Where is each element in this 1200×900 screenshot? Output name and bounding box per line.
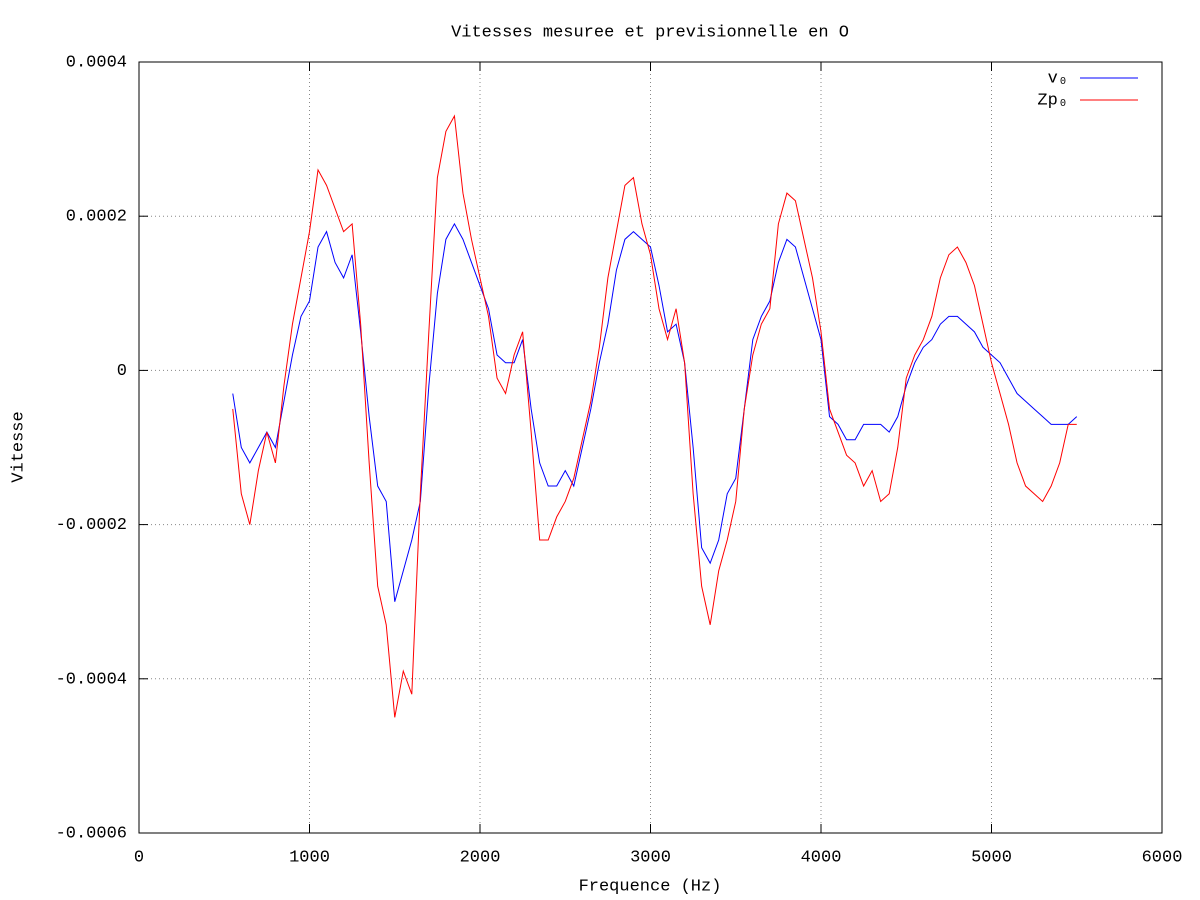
y-tick-label: 0	[117, 362, 127, 381]
x-tick-label: 4000	[801, 848, 842, 867]
y-tick-label: -0.0006	[56, 824, 127, 843]
x-tick-label: 0	[134, 848, 144, 867]
data-line	[232, 222, 1078, 602]
y-tick-label: 0.0004	[66, 53, 127, 72]
y-tick-label: 0.0002	[66, 208, 127, 227]
x-tick-label: 2000	[460, 848, 501, 867]
y-axis-label: Vitesse	[9, 411, 28, 482]
x-tick-label: 6000	[1142, 848, 1183, 867]
plot-frame	[138, 61, 1163, 834]
x-tick-label: 3000	[630, 848, 671, 867]
chart-title: Vitesses mesuree et previsionnelle en O	[451, 23, 849, 42]
y-tick-label: -0.0004	[56, 670, 127, 689]
data-line	[232, 114, 1077, 718]
y-tick-label: -0.0002	[56, 516, 127, 535]
x-tick-label: 5000	[971, 848, 1012, 867]
legend-label: v₀	[1048, 69, 1068, 88]
x-axis-label: Frequence (Hz)	[579, 877, 722, 896]
x-tick-label: 1000	[289, 848, 330, 867]
legend-label: Zp₀	[1037, 91, 1068, 110]
